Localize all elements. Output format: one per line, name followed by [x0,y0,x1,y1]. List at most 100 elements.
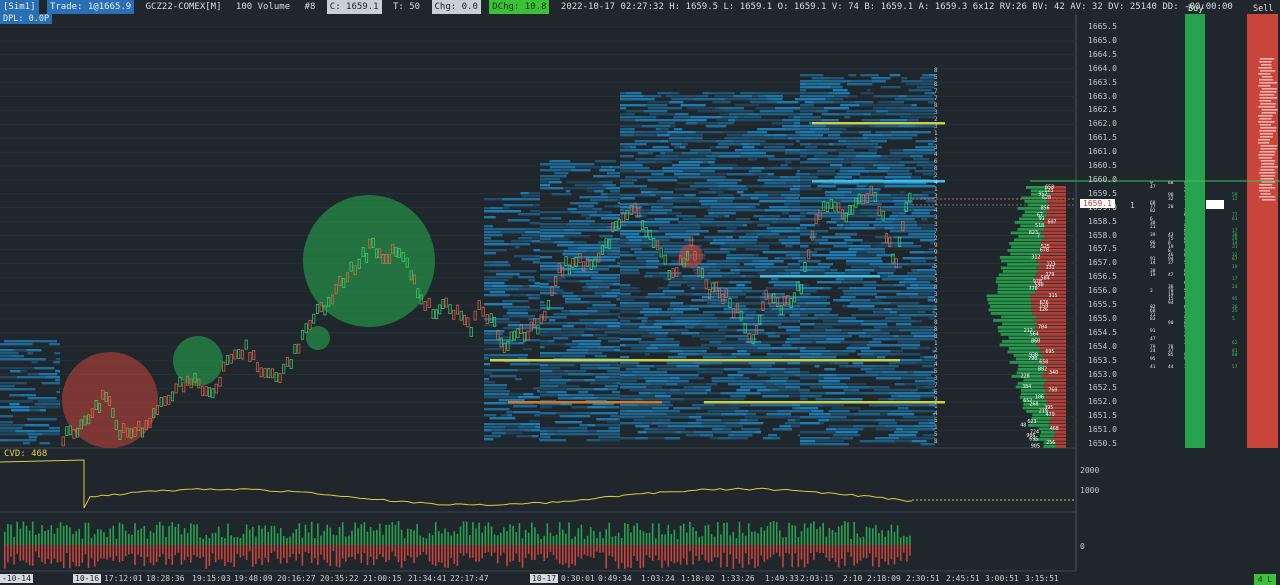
heatmap-cell [620,323,646,326]
ladder-value: 8 [934,67,938,74]
heatmap-cell [741,149,758,152]
heatmap-cell [800,416,830,419]
heatmap-cell [807,86,832,89]
heatmap-cell [631,347,647,350]
instrument-label[interactable]: GCZ22-COMEX[M] [145,2,222,12]
dom-value: 30 [1150,268,1156,274]
profile-bar [1039,350,1066,354]
heatmap-cell [716,140,734,143]
heatmap-cell [901,224,918,227]
volume-bar [726,522,728,545]
volume-bar [689,521,691,545]
volume-bar [779,530,781,545]
heatmap-cell [800,314,808,317]
volume-bar [149,531,152,545]
heatmap-cell [772,320,799,323]
trade-tag[interactable]: Trade: 1@1665.9 [46,0,135,14]
heatmap-cell [823,206,851,209]
candle [803,262,807,272]
heatmap-cell [560,403,568,406]
heatmap-cell [932,389,935,392]
heatmap-cell [880,155,888,158]
heatmap-cell [742,134,765,137]
heatmap-cell [913,209,929,212]
time-axis-label: 0:49:34 [598,574,632,583]
volume-bar [143,526,146,545]
heatmap-cell [667,338,675,341]
heatmap-cell [732,221,748,224]
heatmap-cell [712,131,723,134]
heatmap-cell [586,307,610,310]
heatmap-cell [814,155,838,158]
heatmap-cell [667,212,682,215]
heatmap-cell [770,377,789,380]
price-chart[interactable]: 6581239526288566791607518823752567831212… [0,14,1280,585]
volume-bar [410,545,412,558]
heatmap-cell [848,221,878,224]
price-axis-tick: 1660.0 [1088,174,1117,184]
price-axis-tick: 1654.0 [1088,341,1117,351]
heatmap-cell [905,230,927,233]
heatmap-cell [647,107,661,110]
buy-column-header[interactable]: Buy [1188,4,1204,14]
heatmap-cell [888,149,904,152]
volume-bar [211,533,214,545]
volume-bar [689,545,691,552]
liquidity-level [812,122,945,125]
profile-bar [990,305,1032,308]
heatmap-cell [0,406,30,409]
heatmap-cell [668,137,693,140]
heatmap-cell [873,158,902,161]
heatmap-cell [484,393,510,396]
volume-bar [233,545,235,567]
sell-size [1259,118,1272,120]
volume-bar [121,545,124,561]
candle [652,238,656,248]
heatmap-cell [670,389,680,392]
profile-value: 268 [1030,402,1039,408]
heatmap-cell [702,218,715,221]
heatmap-cell [602,280,620,283]
heatmap-cell [698,191,704,194]
volume-bar [611,536,614,545]
heatmap-cell [892,134,918,137]
heatmap-cell [38,373,58,376]
heatmap-cell [766,380,787,383]
heatmap-cell [607,193,620,196]
heatmap-cell [551,217,562,220]
heatmap-cell [517,237,532,240]
heatmap-cell [824,248,831,251]
heatmap-cell [800,266,830,269]
heatmap-cell [740,194,768,197]
heatmap-cell [617,226,620,229]
volume-bar [382,534,384,545]
heatmap-cell [650,344,680,347]
heatmap-cell [917,224,928,227]
heatmap-cell [690,116,710,119]
heatmap-cell [574,184,603,187]
volume-bar [589,526,592,545]
heatmap-cell [732,392,761,395]
heatmap-cell [579,196,608,199]
heatmap-cell [899,329,927,332]
heatmap-cell [699,434,714,437]
profile-value: 760 [1048,388,1057,394]
volume-bar [283,536,285,545]
sell-column-header[interactable]: Sell [1253,4,1274,14]
volume-bar [549,545,552,552]
volume-bar [797,545,800,568]
scroll-badge[interactable]: 4 L [1254,574,1276,585]
heatmap-cell [592,208,603,211]
heatmap-cell [509,363,531,366]
volume-bar [518,545,521,562]
price-axis-tick: 1654.5 [1088,327,1117,337]
heatmap-cell [924,356,935,359]
heatmap-cell [540,250,554,253]
account-tag[interactable]: [Sim1] [0,0,39,14]
volume-bar [841,545,843,559]
dom-value: 94 [1168,256,1174,262]
volume-bar [369,545,372,557]
heatmap-cell [647,221,670,224]
heatmap-cell [540,382,567,385]
heatmap-cell [735,377,750,380]
